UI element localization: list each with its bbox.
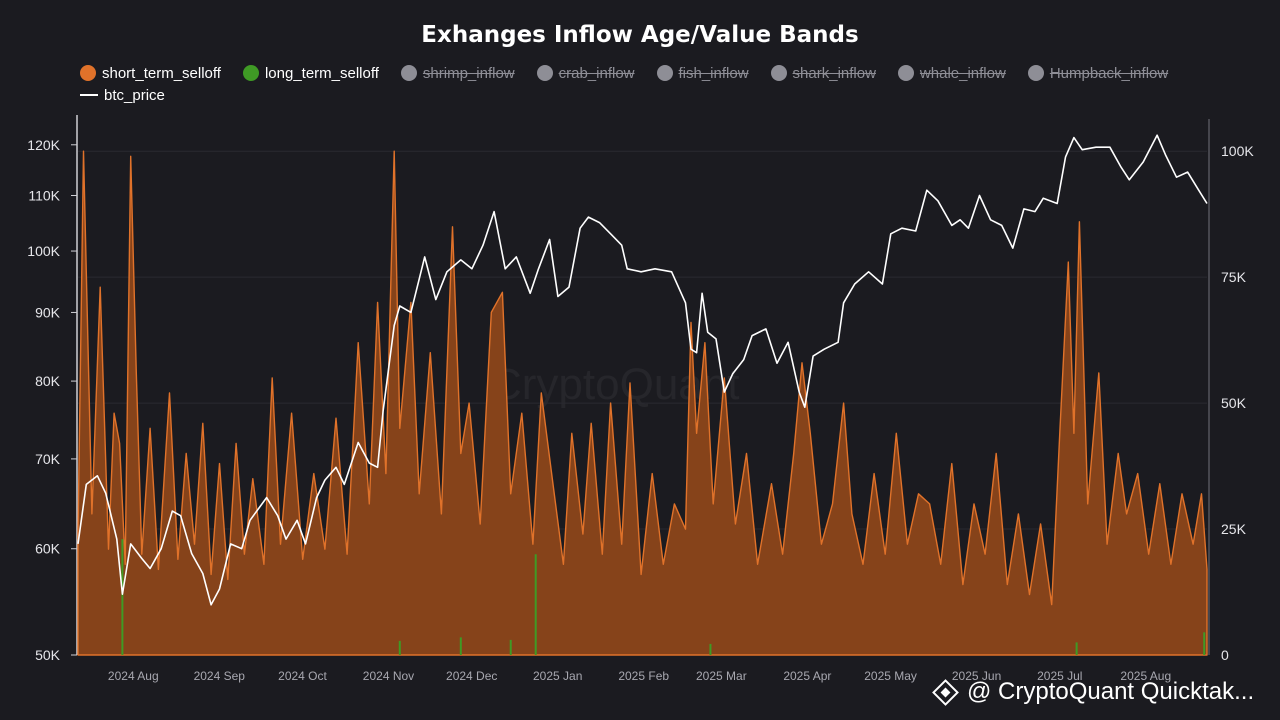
left-tick-label: 100K <box>27 243 60 259</box>
legend-item-long-term-selloff[interactable]: long_term_selloff <box>242 64 379 82</box>
chart-title: Exhanges Inflow Age/Value Bands <box>421 22 859 48</box>
legend-dot-icon <box>770 65 787 81</box>
legend-row-2: btc_price <box>80 84 1210 106</box>
left-tick-label: 60K <box>35 541 61 557</box>
left-tick-label: 110K <box>28 187 60 203</box>
legend-item-shark-inflow[interactable]: shark_inflow <box>770 64 876 82</box>
legend-row-1: short_term_selloff long_term_selloff shrim… <box>80 62 1210 84</box>
x-tick-label: 2025 Jun <box>952 669 1001 683</box>
x-tick-label: 2025 Feb <box>618 669 669 683</box>
x-tick-label: 2024 Sep <box>194 669 246 683</box>
legend-label: short_term_selloff <box>102 64 221 82</box>
left-tick-label: 120K <box>27 137 60 153</box>
legend-dot-icon <box>242 65 259 81</box>
x-tick-label: 2024 Dec <box>446 669 497 683</box>
right-tick-label: 25K <box>1221 521 1247 537</box>
legend-dot-icon <box>1027 65 1044 81</box>
legend-label: Humpback_inflow <box>1049 64 1169 82</box>
left-tick-label: 80K <box>35 373 61 389</box>
legend-label: long_term_selloff <box>264 64 379 82</box>
watermark-ghost: CryptoQuant <box>490 360 740 409</box>
x-tick-label: 2025 Jan <box>533 669 582 683</box>
legend-label: shrimp_inflow <box>422 64 515 82</box>
legend-label: fish_inflow <box>678 64 749 82</box>
legend-item-crab-inflow[interactable]: crab_inflow <box>536 64 635 82</box>
x-tick-label: 2025 Jul <box>1037 669 1082 683</box>
short-term-selloff-area <box>77 150 1208 656</box>
x-tick-label: 2025 Aug <box>1120 669 1171 683</box>
legend-label: shark_inflow <box>792 64 876 82</box>
watermark-text: @ CryptoQuant Quicktak... <box>967 678 1255 705</box>
x-tick-label: 2024 Oct <box>278 669 327 683</box>
legend-label: btc_price <box>104 86 165 104</box>
legend-label: whale_inflow <box>919 64 1006 82</box>
left-tick-label: 90K <box>35 304 61 320</box>
legend: short_term_selloff long_term_selloff shrim… <box>80 62 1210 106</box>
legend-item-short-term-selloff[interactable]: short_term_selloff <box>80 65 221 82</box>
legend-item-humpback-inflow[interactable]: Humpback_inflow <box>1027 64 1169 82</box>
legend-label: crab_inflow <box>558 64 635 82</box>
x-tick-label: 2025 May <box>864 669 917 683</box>
legend-item-shrimp-inflow[interactable]: shrimp_inflow <box>400 64 515 82</box>
legend-dot-icon <box>656 65 673 81</box>
legend-item-btc-price[interactable]: btc_price <box>80 87 165 104</box>
x-tick-label: 2024 Nov <box>363 669 414 683</box>
right-tick-label: 50K <box>1221 395 1247 411</box>
legend-item-fish-inflow[interactable]: fish_inflow <box>656 64 749 82</box>
legend-item-whale-inflow[interactable]: whale_inflow <box>897 64 1006 82</box>
binance-diamond-icon <box>932 678 959 706</box>
legend-dot-icon <box>400 65 417 81</box>
legend-dot-icon <box>897 65 914 81</box>
x-tick-label: 2024 Aug <box>108 669 159 683</box>
legend-dot-icon <box>80 65 96 81</box>
right-tick-label: 75K <box>1221 269 1247 285</box>
right-tick-label: 0 <box>1221 647 1229 663</box>
left-tick-label: 50K <box>35 647 61 663</box>
legend-line-icon <box>80 94 98 96</box>
btc-price-line <box>77 134 1208 606</box>
watermark: @ CryptoQuant Quicktak... <box>932 678 1255 706</box>
x-tick-label: 2025 Mar <box>696 669 747 683</box>
left-tick-label: 70K <box>35 451 61 467</box>
x-tick-label: 2025 Apr <box>783 669 831 683</box>
legend-dot-icon <box>536 65 553 81</box>
right-tick-label: 100K <box>1221 143 1254 159</box>
